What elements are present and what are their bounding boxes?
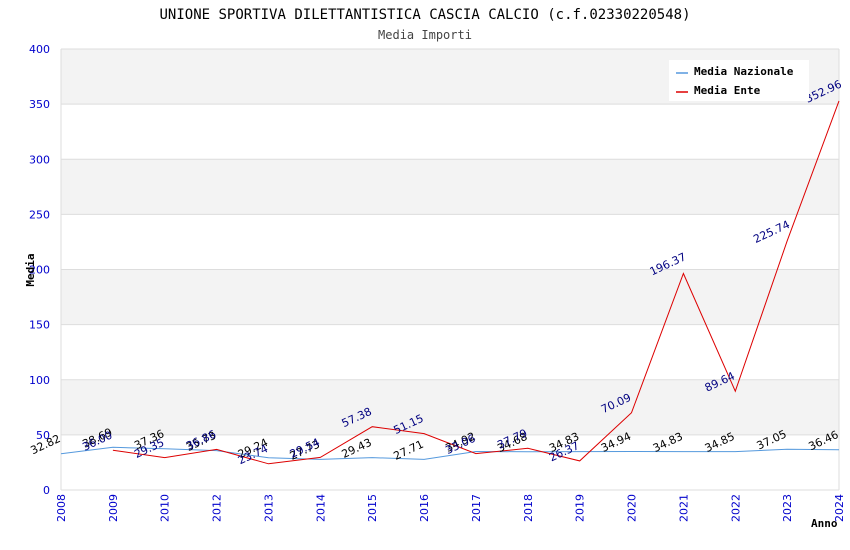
x-tick-label: 2017 <box>470 494 483 522</box>
legend-label-media-nazionale: Media Nazionale <box>694 65 794 78</box>
y-tick-label: 50 <box>36 429 50 442</box>
grid-lines <box>60 48 840 491</box>
chart-title: UNIONE SPORTIVA DILETTANTISTICA CASCIA C… <box>159 7 690 23</box>
grid-band <box>61 269 839 325</box>
grid-bands <box>61 49 839 490</box>
grid-band <box>61 379 839 435</box>
x-axis-label: Anno <box>811 517 838 530</box>
x-tick-label: 2019 <box>574 494 587 522</box>
x-tick-label: 2023 <box>781 494 794 522</box>
series-line-1 <box>112 100 840 465</box>
y-tick-label: 400 <box>29 43 50 56</box>
x-tick-label: 2020 <box>626 494 639 522</box>
legend: Media Nazionale Media Ente <box>669 60 809 101</box>
y-tick-label: 350 <box>29 98 50 111</box>
y-tick-label: 150 <box>29 319 50 332</box>
x-tick-label: 2013 <box>262 494 275 522</box>
x-tick-label: 2021 <box>677 494 690 522</box>
y-axis-ticks: 0 50 100 150 200 250 300 350 400 <box>29 43 50 497</box>
x-tick-label: 2016 <box>418 494 431 522</box>
x-tick-label: 2008 <box>55 494 68 522</box>
x-tick-label: 2014 <box>314 494 327 522</box>
y-tick-label: 250 <box>29 208 50 221</box>
legend-label-media-ente: Media Ente <box>694 84 761 97</box>
x-tick-label: 2024 <box>833 494 846 522</box>
y-tick-label: 100 <box>29 374 50 387</box>
grid-band <box>61 324 839 380</box>
y-tick-label: 200 <box>29 264 50 277</box>
x-tick-label: 2012 <box>211 494 224 522</box>
x-tick-label: 2010 <box>159 494 172 522</box>
x-tick-label: 2018 <box>522 494 535 522</box>
x-tick-label: 2009 <box>107 494 120 522</box>
series-line-0 <box>60 446 840 460</box>
grid-band <box>61 104 839 160</box>
y-axis-label: Media <box>24 253 37 286</box>
grid-band <box>61 159 839 215</box>
x-tick-label: 2022 <box>729 494 742 522</box>
y-tick-label: 300 <box>29 153 50 166</box>
chart-subtitle: Media Importi <box>378 28 472 42</box>
y-tick-label: 0 <box>43 484 50 497</box>
series-lines <box>60 100 840 465</box>
x-tick-label: 2015 <box>366 494 379 522</box>
grid-band <box>61 214 839 270</box>
legend-box <box>669 60 809 101</box>
x-axis-ticks: 2008 2009 2010 2012 2013 2014 2015 2016 2017 2018… <box>55 494 846 522</box>
